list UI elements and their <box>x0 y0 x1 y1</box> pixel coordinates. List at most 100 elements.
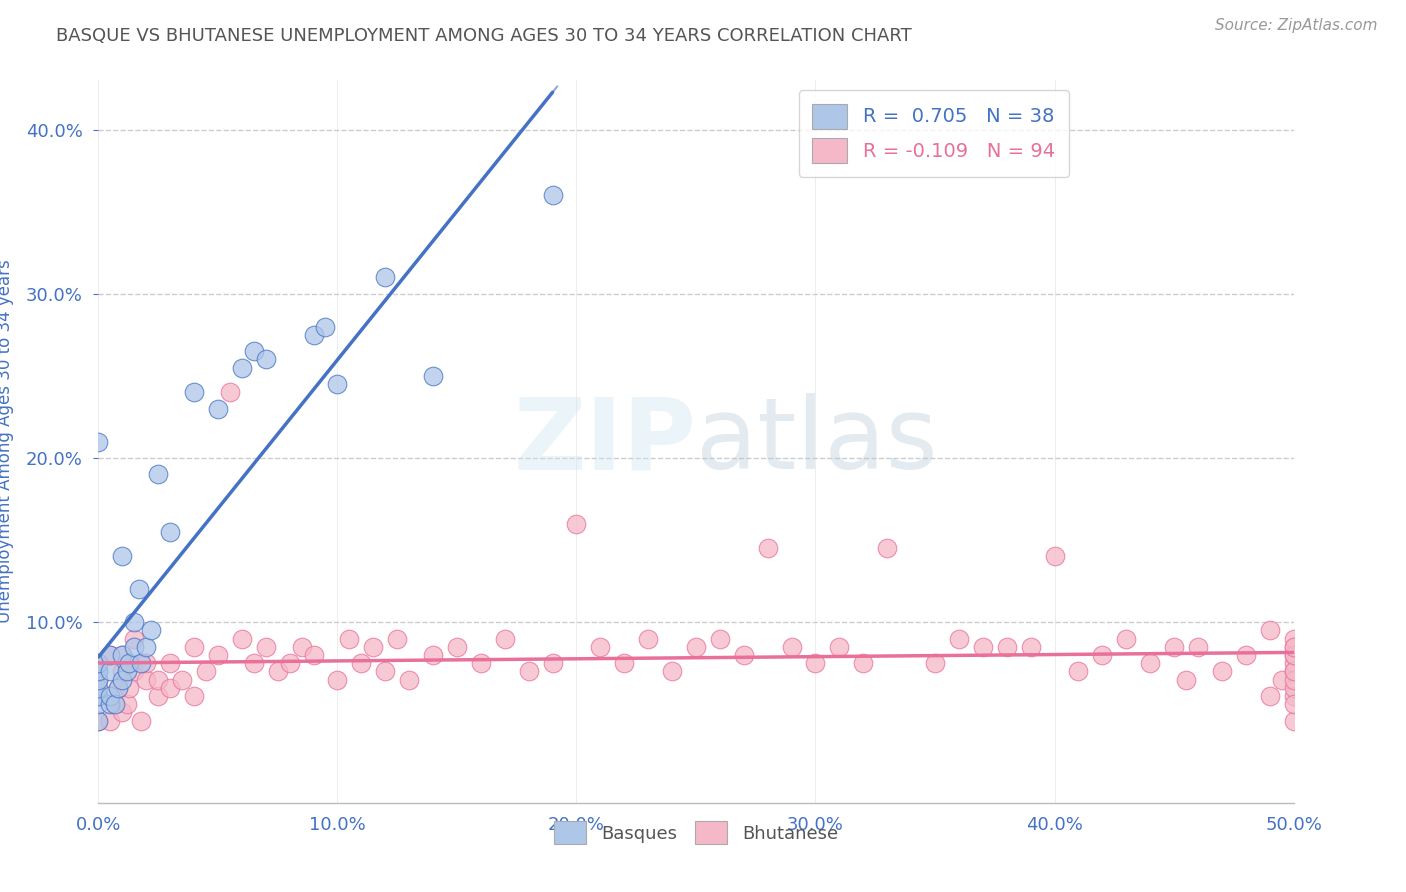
Point <box>159 524 181 539</box>
Point <box>107 681 129 695</box>
Point <box>115 698 138 712</box>
Point <box>87 689 110 703</box>
Point <box>339 632 361 646</box>
Point <box>124 640 146 654</box>
Point <box>1019 640 1042 654</box>
Point <box>183 640 205 654</box>
Point <box>494 632 516 646</box>
Point <box>87 714 110 728</box>
Point <box>87 673 110 687</box>
Point <box>565 516 588 531</box>
Point <box>87 657 110 671</box>
Point <box>1258 689 1281 703</box>
Point <box>756 541 779 556</box>
Point <box>124 632 146 646</box>
Point <box>118 657 141 671</box>
Point <box>159 681 181 695</box>
Point <box>111 665 134 679</box>
Point <box>111 706 134 720</box>
Point <box>128 582 150 597</box>
Point <box>104 698 127 712</box>
Point <box>995 640 1018 654</box>
Point <box>852 657 875 671</box>
Point <box>1282 714 1305 728</box>
Y-axis label: Unemployment Among Ages 30 to 34 years: Unemployment Among Ages 30 to 34 years <box>0 260 14 624</box>
Point <box>1258 624 1281 638</box>
Point <box>1234 648 1257 662</box>
Point <box>1211 665 1233 679</box>
Point <box>374 270 396 285</box>
Point <box>517 665 540 679</box>
Point <box>87 689 110 703</box>
Point <box>685 640 707 654</box>
Point <box>131 657 153 671</box>
Point <box>1115 632 1137 646</box>
Point <box>1187 640 1209 654</box>
Point <box>948 632 970 646</box>
Point <box>148 673 170 687</box>
Point <box>709 632 731 646</box>
Point <box>87 665 110 679</box>
Point <box>1282 698 1305 712</box>
Point <box>87 434 110 449</box>
Point <box>111 648 134 662</box>
Point <box>278 657 301 671</box>
Point <box>87 698 110 712</box>
Point <box>1067 665 1090 679</box>
Point <box>326 377 349 392</box>
Point <box>1282 681 1305 695</box>
Point <box>207 648 229 662</box>
Point <box>1139 657 1161 671</box>
Point <box>267 665 290 679</box>
Point <box>139 624 162 638</box>
Point <box>124 615 146 630</box>
Point <box>350 657 373 671</box>
Point <box>231 360 253 375</box>
Point <box>243 344 266 359</box>
Point <box>733 648 755 662</box>
Point <box>637 632 659 646</box>
Point <box>195 665 218 679</box>
Point <box>661 665 683 679</box>
Text: ZIP: ZIP <box>513 393 696 490</box>
Point <box>1175 673 1198 687</box>
Point <box>254 640 277 654</box>
Point <box>302 648 325 662</box>
Point <box>1282 689 1305 703</box>
Point <box>87 665 110 679</box>
Point <box>804 657 827 671</box>
Point <box>111 648 134 662</box>
Point <box>1271 673 1294 687</box>
Point <box>541 188 564 202</box>
Point <box>243 657 266 671</box>
Point <box>124 665 146 679</box>
Point <box>1282 640 1305 654</box>
Point <box>87 673 110 687</box>
Point <box>385 632 409 646</box>
Point <box>98 648 122 662</box>
Point <box>104 698 127 712</box>
Point <box>87 657 110 671</box>
Point <box>98 665 122 679</box>
Point <box>1043 549 1066 564</box>
Point <box>131 714 153 728</box>
Legend: Basques, Bhutanese: Basques, Bhutanese <box>547 814 845 852</box>
Point <box>1282 665 1305 679</box>
Point <box>98 689 122 703</box>
Point <box>172 673 194 687</box>
Point <box>398 673 420 687</box>
Point <box>183 385 205 400</box>
Point <box>315 319 337 334</box>
Point <box>115 665 138 679</box>
Point <box>118 681 141 695</box>
Point <box>183 689 205 703</box>
Point <box>1282 665 1305 679</box>
Point <box>135 640 157 654</box>
Point <box>1282 648 1305 662</box>
Point <box>135 673 157 687</box>
Point <box>828 640 851 654</box>
Point <box>98 698 122 712</box>
Point <box>374 665 396 679</box>
Point <box>1163 640 1185 654</box>
Point <box>924 657 946 671</box>
